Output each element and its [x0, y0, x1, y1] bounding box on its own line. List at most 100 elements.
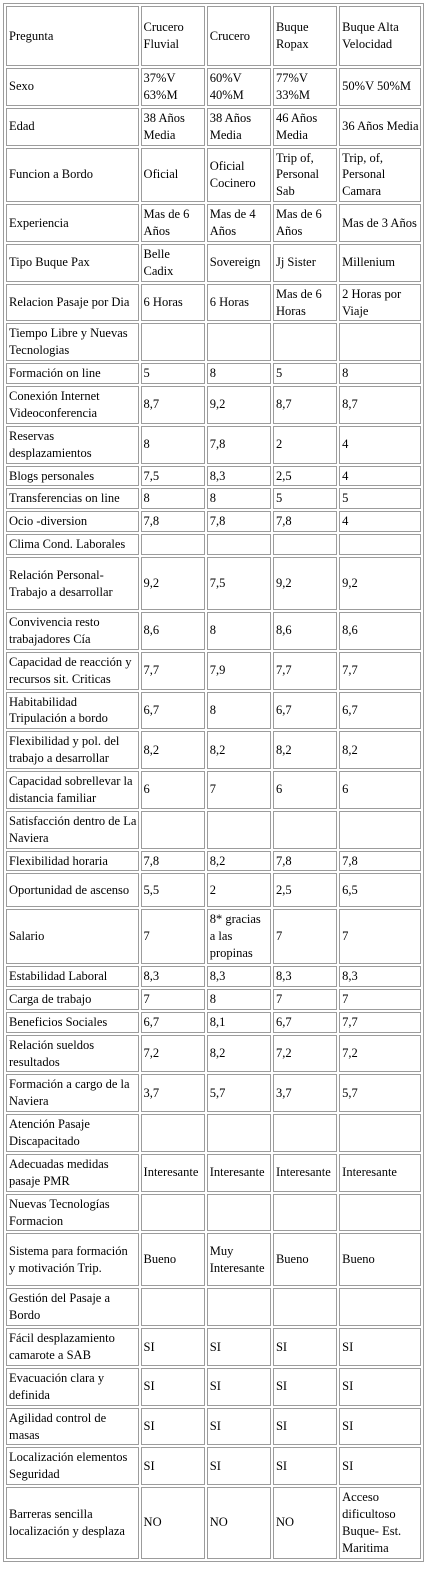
value-text: NO — [143, 1515, 162, 1530]
table-row: Nuevas Tecnologías Formacion — [6, 1193, 421, 1232]
value-cell — [140, 323, 205, 362]
question-cell: Evacuación clara y definida — [6, 1367, 139, 1406]
value-cell: 7,8 — [339, 850, 421, 872]
question-label: Blogs personales — [9, 468, 95, 483]
value-cell: SI — [272, 1367, 338, 1406]
question-label: Conexión Internet Videoconferencia — [9, 389, 100, 420]
question-label: Ocio -diversion — [9, 514, 88, 529]
table-row: Oportunidad de ascenso 5,5 2 2,5 6,5 — [6, 873, 421, 908]
value-cell: 3,7 — [140, 1074, 205, 1113]
value-cell: 8,2 — [272, 731, 338, 769]
value-cell: 8,2 — [206, 731, 271, 769]
value-text: 8 — [209, 366, 216, 381]
question-label: Habitabilidad Tripulación a bordo — [9, 694, 108, 726]
table-row: Formación on line 5 8 5 8 — [6, 363, 421, 384]
value-text: 7 — [275, 991, 283, 1006]
question-label: Nuevas Tecnologías Formacion — [9, 1196, 110, 1228]
value-cell: 8 — [206, 691, 271, 730]
value-cell: 6,7 — [339, 691, 421, 730]
value-cell: SI — [272, 1447, 338, 1486]
value-text: 7 — [342, 929, 349, 944]
value-text: 8 — [143, 437, 150, 452]
value-text: 8 — [209, 623, 216, 638]
value-cell — [339, 534, 421, 555]
value-text: SI — [143, 1339, 155, 1354]
value-text: 5 — [143, 366, 150, 381]
table-row: Adecuadas medidas pasaje PMR Interesante I… — [6, 1153, 421, 1192]
question-cell: Transferencias on line — [6, 488, 139, 510]
question-label: Carga de trabajo — [9, 991, 92, 1006]
value-text: Mas de 6 Años — [275, 207, 322, 238]
value-cell — [272, 534, 338, 555]
value-text: 8 — [342, 366, 349, 381]
value-cell: SI — [140, 1407, 205, 1446]
value-cell: 6,7 — [272, 691, 338, 730]
question-label: Satisfacción dentro de La Naviera — [9, 813, 137, 845]
value-cell: 50%V 50%M — [339, 68, 421, 106]
value-cell: NO — [272, 1487, 338, 1559]
value-text: 8,2 — [209, 853, 226, 868]
question-cell: Formación on line — [6, 363, 139, 384]
value-cell: 8,7 — [140, 386, 205, 424]
value-cell: 9,2 — [339, 557, 421, 610]
value-cell: 46 Años Media — [272, 107, 338, 146]
value-cell: 8 — [140, 488, 205, 510]
value-cell: Mas de 6 Años — [272, 204, 338, 242]
value-cell: 2,5 — [272, 465, 338, 487]
question-label: Capacidad de reacción y recursos sit. Cr… — [9, 654, 132, 686]
value-cell — [272, 1288, 338, 1327]
value-text: 7,5 — [143, 468, 160, 483]
value-text: 8,2 — [143, 742, 160, 757]
value-text: 8* gracias a las propinas — [209, 912, 261, 961]
value-cell: 8 — [339, 363, 421, 384]
value-text: SI — [342, 1379, 354, 1394]
value-cell: 77%V 33%M — [272, 68, 338, 106]
value-cell — [206, 534, 271, 555]
value-text: 9,2 — [209, 397, 226, 412]
value-text: Sovereign — [209, 255, 261, 270]
value-text: SI — [209, 1458, 221, 1473]
value-cell: 38 Años Media — [140, 107, 205, 146]
value-cell — [272, 323, 338, 362]
value-cell: 8,1 — [206, 1011, 271, 1033]
value-cell: Muy Interesante — [206, 1233, 271, 1287]
question-label: Fácil desplazamiento camarote a SAB — [9, 1331, 115, 1362]
question-cell: Agilidad control de masas — [6, 1407, 139, 1446]
value-cell: SI — [206, 1367, 271, 1406]
value-cell: 7,5 — [140, 465, 205, 487]
question-cell: Oportunidad de ascenso — [6, 873, 139, 908]
value-text: 8,2 — [275, 742, 292, 757]
value-cell: 7,8 — [140, 850, 205, 872]
value-text: SI — [342, 1339, 354, 1354]
value-cell: 7,8 — [206, 511, 271, 533]
value-text: 8 — [209, 991, 216, 1006]
value-text: 2 — [209, 882, 216, 897]
question-label: Adecuadas medidas pasaje PMR — [9, 1156, 109, 1188]
value-text: Mas de 6 Horas — [275, 286, 322, 318]
table-row: Beneficios Sociales 6,7 8,1 6,7 7,7 — [6, 1011, 421, 1033]
table-row: Relación sueldos resultados 7,2 8,2 7,2 7,2 — [6, 1034, 421, 1073]
question-label: Tipo Buque Pax — [9, 255, 90, 270]
value-text: 8,6 — [342, 623, 358, 638]
question-cell: Salario — [6, 909, 139, 964]
value-cell: Oficial Cocinero — [206, 147, 271, 203]
value-text: 3,7 — [143, 1085, 160, 1100]
question-cell: Carga de trabajo — [6, 988, 139, 1010]
value-cell: 2,5 — [272, 873, 338, 908]
value-text: 7,7 — [342, 663, 358, 678]
table-row: Relacion Pasaje por Dia 6 Horas 6 Horas Mas… — [6, 283, 421, 322]
question-label: Atención Pasaje Discapacitado — [9, 1117, 90, 1148]
value-text: 8,2 — [342, 742, 358, 757]
question-label: Localización elementos Seguridad — [9, 1450, 128, 1482]
value-text: 7 — [209, 782, 216, 797]
value-cell — [140, 534, 205, 555]
value-cell: 8 — [140, 425, 205, 464]
question-label: Reservas desplazamientos — [9, 428, 92, 460]
question-cell: Nuevas Tecnologías Formacion — [6, 1193, 139, 1232]
value-text: Mas de 3 Años — [342, 215, 417, 230]
value-cell: 7,5 — [206, 557, 271, 610]
question-label: Experiencia — [9, 215, 69, 230]
value-text: SI — [143, 1458, 155, 1473]
value-cell: 5 — [140, 363, 205, 384]
value-text: 8,3 — [143, 969, 160, 983]
